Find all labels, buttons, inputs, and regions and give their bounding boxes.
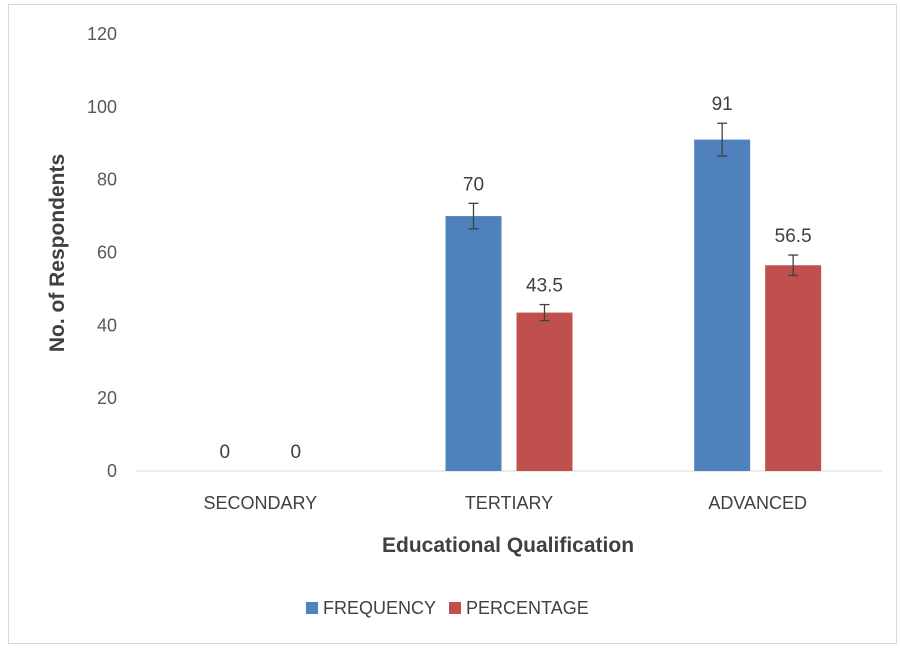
data-label: 56.5: [775, 226, 812, 247]
y-tick-label: 100: [87, 97, 117, 117]
legend-label: FREQUENCY: [323, 598, 436, 618]
y-axis-title: No. of Respondents: [46, 154, 69, 352]
x-tick-label: TERTIARY: [465, 493, 553, 513]
data-label: 91: [712, 94, 733, 115]
bar-frequency-advanced: [694, 139, 751, 471]
y-tick-label: 60: [97, 243, 117, 263]
error-bars: [468, 122, 799, 322]
legend-swatch-percentage: [449, 602, 462, 614]
y-tick-label: 40: [97, 315, 117, 335]
bar-percentage-tertiary: [516, 312, 573, 471]
bars: [445, 139, 822, 471]
x-axis-categories: SECONDARY TERTIARY ADVANCED: [203, 493, 807, 513]
data-label: 0: [220, 442, 231, 463]
y-tick-label: 20: [97, 388, 117, 408]
legend: FREQUENCY PERCENTAGE: [306, 598, 589, 618]
y-axis-ticks: 0 20 40 60 80 100 120: [87, 24, 117, 481]
data-label: 0: [291, 442, 302, 463]
data-label: 43.5: [526, 276, 563, 297]
y-tick-label: 80: [97, 170, 117, 190]
bar-frequency-tertiary: [445, 216, 502, 471]
bar-percentage-advanced: [765, 265, 822, 471]
y-tick-label: 0: [107, 461, 117, 481]
y-tick-label: 120: [87, 24, 117, 44]
data-label: 70: [463, 174, 484, 195]
legend-label: PERCENTAGE: [466, 598, 589, 618]
legend-swatch-frequency: [306, 602, 318, 614]
data-labels: 0 0 70 43.5 91 56.5: [220, 94, 812, 463]
x-tick-label: ADVANCED: [708, 493, 807, 513]
x-axis-title: Educational Qualification: [382, 534, 634, 557]
x-tick-label: SECONDARY: [203, 493, 317, 513]
